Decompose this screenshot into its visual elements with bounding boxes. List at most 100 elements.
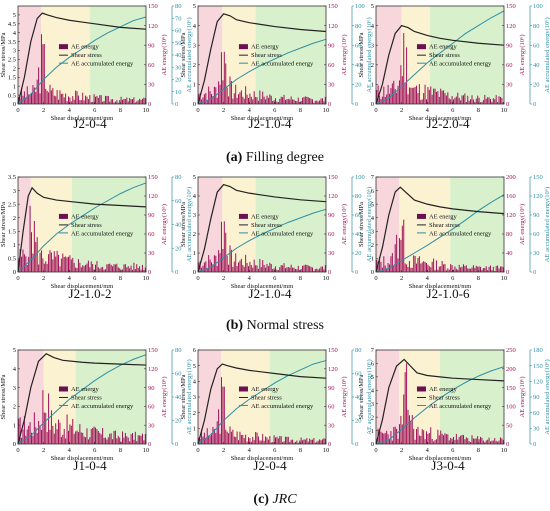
y3-tick-label: 20 xyxy=(355,82,362,89)
x-tick-label: 8 xyxy=(477,107,480,114)
plot-frame xyxy=(197,176,327,273)
shear-stress-line xyxy=(375,358,505,445)
x-tick-label: 8 xyxy=(299,447,302,454)
y2-tick-label: 0 xyxy=(506,441,509,448)
caption-a-letter: (a) xyxy=(226,150,243,165)
y2-tick-label: 0 xyxy=(148,441,151,448)
legend-swatch-ae-energy xyxy=(416,213,426,219)
y2-tick-label: 120 xyxy=(328,193,338,200)
x-tick-label: 8 xyxy=(119,275,122,282)
y2-tick-label: 60 xyxy=(328,404,335,411)
stage-band xyxy=(255,177,326,272)
y2-tick-label: 60 xyxy=(148,231,155,238)
legend-label-accumulated: AE accumulated energy xyxy=(429,403,492,410)
y2-tick-label: 120 xyxy=(506,23,516,30)
x-tick-label: 6 xyxy=(451,447,455,454)
caption-c: (c) JRC xyxy=(0,492,550,508)
y3-tick-label: 100 xyxy=(355,3,365,10)
y3-tick-label: 80 xyxy=(175,174,182,181)
y3-axis-title: AE accumulated energy(10⁶) xyxy=(186,359,193,434)
x-tick-label: 10 xyxy=(143,275,150,282)
y3-tick-label: 20 xyxy=(533,82,540,89)
y3-tick-label: 80 xyxy=(355,193,362,200)
y3-tick-label: 20 xyxy=(355,250,362,257)
y-tick-label: 2 xyxy=(371,62,374,69)
y-tick-label: 5 xyxy=(193,174,196,181)
y2-tick-label: 50 xyxy=(506,422,513,429)
y2-tick-label: 160 xyxy=(506,193,516,200)
accumulated-energy-line xyxy=(197,208,327,273)
x-axis-title: Shear displacement/mm xyxy=(231,115,294,122)
y-axis-title: Shear stress/MPa xyxy=(0,374,7,419)
y2-tick-label: 60 xyxy=(148,62,155,69)
y2-axis-title: AE energy(10⁶) xyxy=(341,377,348,418)
x-tick-label: 10 xyxy=(501,275,508,282)
y-tick-label: 3 xyxy=(193,42,196,49)
x-axis-title: Shear displacement/mm xyxy=(231,455,294,462)
legend-swatch-ae-energy xyxy=(58,213,68,219)
plot-frame xyxy=(17,349,147,445)
x-tick-label: 2 xyxy=(42,275,45,282)
y-tick-label: 6 xyxy=(371,188,375,195)
legend-label-ae-energy: AE energy xyxy=(71,213,100,220)
x-tick-label: 4 xyxy=(426,107,430,114)
y2-tick-label: 30 xyxy=(506,82,513,89)
y-tick-label: 1.5 xyxy=(8,74,16,81)
x-tick-label: 2 xyxy=(42,447,45,454)
y3-tick-label: 60 xyxy=(533,231,540,238)
y-tick-label: 6 xyxy=(193,347,197,354)
x-axis-title: Shear displacement/mm xyxy=(409,115,472,122)
x-axis-title: Shear displacement/mm xyxy=(409,283,472,290)
y-tick-label: 3 xyxy=(13,385,16,392)
legend-swatch-ae-energy xyxy=(238,386,248,392)
y3-tick-label: 40 xyxy=(355,62,362,69)
legend-label-accumulated: AE accumulated energy xyxy=(429,230,492,237)
x-tick-label: 2 xyxy=(222,275,225,282)
y-axis-title: Shear stress/MPa xyxy=(358,202,365,247)
y3-tick-label: 30 xyxy=(175,64,182,71)
y-tick-label: 2 xyxy=(13,215,16,222)
x-tick-label: 4 xyxy=(68,275,72,282)
x-tick-label: 4 xyxy=(248,275,252,282)
accumulated-energy-line xyxy=(17,16,147,105)
panel-label: J2-0-4 xyxy=(73,116,107,131)
y2-tick-label: 150 xyxy=(506,3,516,10)
y-tick-label: 4 xyxy=(193,379,197,386)
y3-tick-label: 0 xyxy=(175,101,178,108)
legend-label-shear-stress: Shear stress xyxy=(429,394,460,401)
legend-label-ae-energy: AE energy xyxy=(429,386,458,393)
y2-tick-label: 90 xyxy=(328,385,335,392)
y2-tick-label: 30 xyxy=(148,250,155,257)
stage-band xyxy=(89,6,146,104)
legend-label-accumulated: AE accumulated energy xyxy=(251,403,314,410)
y-tick-label: 0 xyxy=(371,269,374,276)
panel-label: J1-0-4 xyxy=(73,458,107,473)
y-tick-label: 3.5 xyxy=(8,39,16,46)
y-tick-label: 1 xyxy=(371,82,374,89)
y3-tick-label: 0 xyxy=(533,269,536,276)
y3-tick-label: 150 xyxy=(533,174,543,181)
y-tick-label: 4 xyxy=(13,30,17,37)
legend-label-shear-stress: Shear stress xyxy=(71,394,102,401)
y2-tick-label: 90 xyxy=(328,212,335,219)
y-axis-title: Shear stress/MPa xyxy=(180,202,187,247)
accumulated-energy-line xyxy=(375,194,505,273)
shear-stress-line xyxy=(375,24,505,105)
y3-tick-label: 0 xyxy=(355,269,358,276)
y3-tick-label: 80 xyxy=(355,23,362,30)
legend-label-ae-energy: AE energy xyxy=(71,386,100,393)
y-tick-label: 1 xyxy=(13,242,16,249)
y3-tick-label: 60 xyxy=(355,212,362,219)
x-axis-title: Shear displacement/mm xyxy=(51,455,114,462)
panel-7: 0 2 4 6 8 100123450306090120150020406080Shear… xyxy=(0,347,193,473)
legend-label-ae-energy: AE energy xyxy=(251,213,280,220)
y3-axis-title: AE accumulated energy(10⁶) xyxy=(544,359,550,434)
y-tick-label: 0 xyxy=(193,269,196,276)
y2-tick-label: 250 xyxy=(506,347,516,354)
y2-axis-title: AE energy(10⁶) xyxy=(519,35,526,76)
legend-swatch-ae-energy xyxy=(416,44,426,50)
y3-tick-label: 20 xyxy=(355,418,362,425)
x-tick-label: 4 xyxy=(68,447,72,454)
